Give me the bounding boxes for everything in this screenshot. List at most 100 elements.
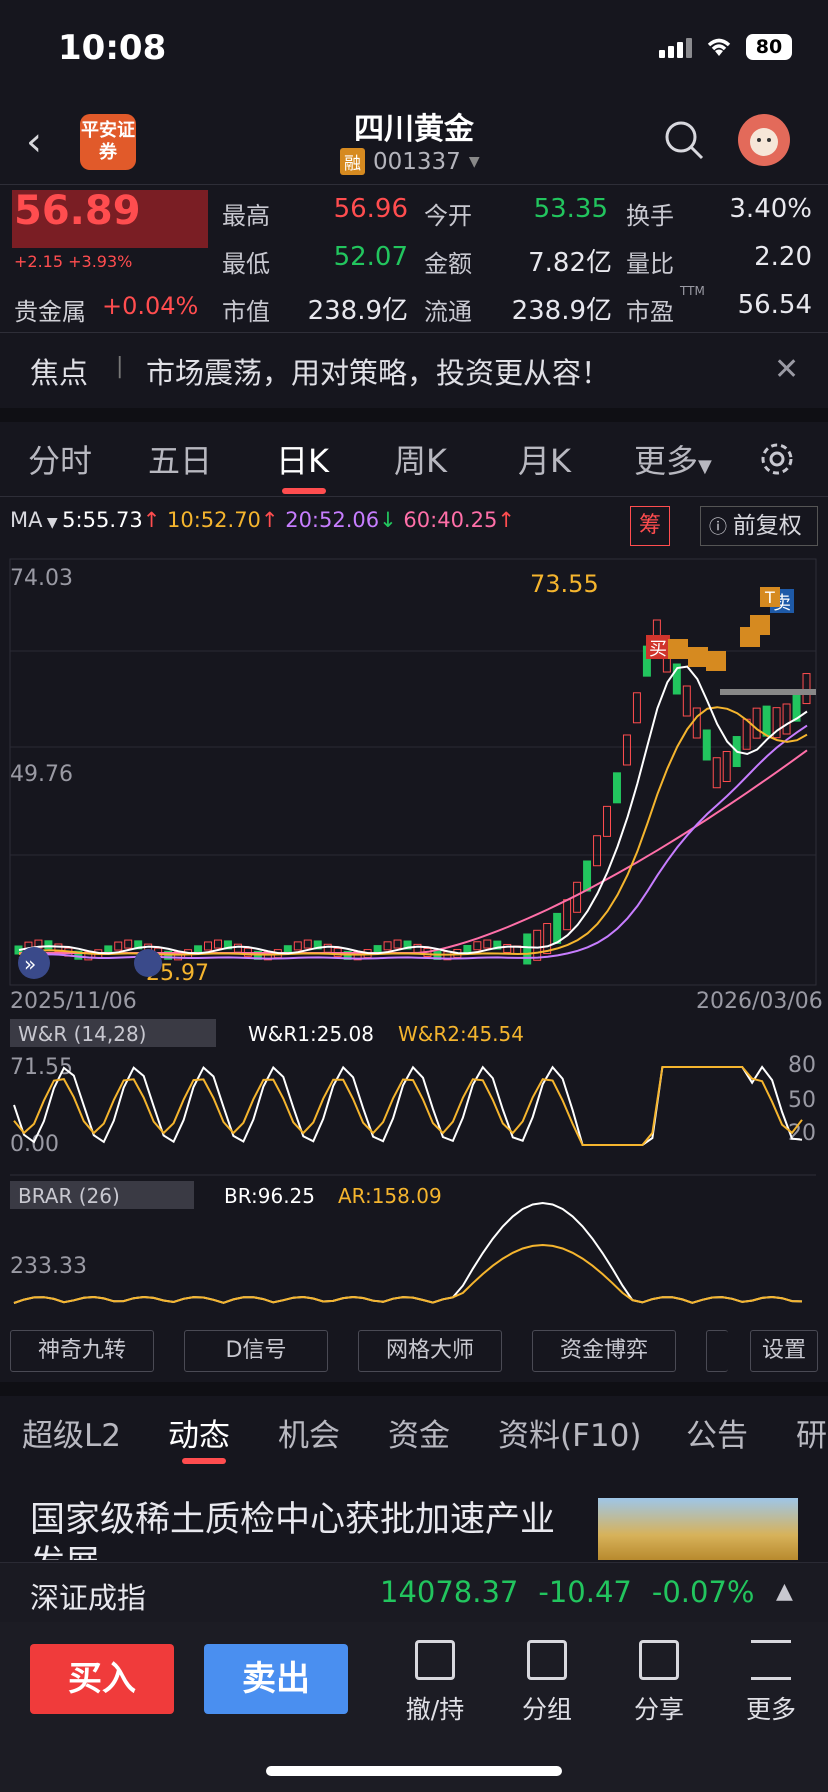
candle <box>413 943 422 953</box>
tab-daily-k[interactable]: 日K <box>276 442 329 480</box>
expand-icon[interactable] <box>134 949 162 977</box>
candle <box>622 734 631 766</box>
tab-five-day[interactable]: 五日 <box>148 442 213 480</box>
quote-label: 最低 <box>222 250 270 278</box>
buy-button[interactable]: 买入 <box>30 1644 174 1714</box>
wifi-icon <box>707 38 731 56</box>
wr1-value: W&R1:25.08 <box>248 1022 374 1046</box>
wr-selector[interactable] <box>10 1019 216 1047</box>
quote-value: 2.20 <box>754 242 812 272</box>
signal-icon <box>659 36 692 58</box>
stock-code: 001337 <box>373 148 461 175</box>
wr-y-bottom: 0.00 <box>10 1132 59 1157</box>
candle <box>722 751 731 783</box>
tab-weekly-k[interactable]: 周K <box>394 442 447 480</box>
candle <box>233 943 242 953</box>
focus-banner[interactable]: 焦点 | 市场震荡，用对策略，投资更从容！ ✕ <box>0 332 828 408</box>
quote-value: 53.35 <box>533 194 608 224</box>
ma-legend[interactable]: MA ▼ 5:55.73↑ 10:52.70↑ 20:52.06↓ 60:40.… <box>10 508 515 532</box>
sell-button[interactable]: 卖出 <box>204 1644 348 1714</box>
tab-monthly-k[interactable]: 月K <box>518 442 571 480</box>
up-arrow-icon: ↑ <box>260 508 286 532</box>
kline-chart[interactable]: 74.03 49.76 73.55 25.97 卖 买 T » 2025/11/… <box>0 555 828 1325</box>
quote-label: 市盈 <box>626 298 674 326</box>
group-button[interactable]: 分组 <box>502 1640 592 1726</box>
news-headline[interactable]: 国家级稀土质检中心获批加速产业发展 <box>30 1500 556 1560</box>
cancel-hold-button[interactable]: 撤/持 <box>390 1640 480 1726</box>
share-button[interactable]: 分享 <box>614 1640 704 1726</box>
back-icon[interactable]: ‹ <box>26 119 42 165</box>
quote-label: 流通 <box>424 298 472 326</box>
candle <box>44 940 53 950</box>
chip-distribution-button[interactable]: 筹 <box>630 506 670 546</box>
broker-logo[interactable]: 平安证券 <box>80 114 136 170</box>
close-icon[interactable]: ✕ <box>774 352 800 387</box>
scroll-left-icon[interactable] <box>18 947 50 979</box>
candle <box>383 941 392 951</box>
quote-value: 3.40% <box>729 194 812 224</box>
adjust-mode-button[interactable]: ⓘ 前复权 <box>700 506 818 546</box>
quote-panel: 56.89 +2.15 +3.93% 贵金属 +0.04% 最高 56.96 今… <box>0 186 828 332</box>
buy-signal-text: 买 <box>649 639 667 660</box>
stock-code-selector[interactable]: 融 001337 ▼ <box>340 148 480 175</box>
candle <box>583 860 592 892</box>
status-bar: 10:08 80 <box>0 0 828 100</box>
rong-badge: 融 <box>340 148 365 175</box>
share-icon <box>639 1640 679 1680</box>
chevron-down-icon: ▼ <box>468 153 480 170</box>
brar-selector[interactable] <box>10 1181 194 1209</box>
tab-opportunity[interactable]: 机会 <box>278 1418 340 1454</box>
y-axis-mid: 49.76 <box>10 762 73 787</box>
tool-grid-master[interactable]: 网格大师 <box>358 1330 502 1372</box>
home-indicator <box>266 1766 562 1776</box>
tab-funds[interactable]: 资金 <box>388 1418 450 1454</box>
index-pct: -0.07% <box>651 1575 755 1609</box>
quote-value: 238.9亿 <box>307 296 408 326</box>
br-line <box>13 1201 803 1304</box>
candle <box>533 929 542 961</box>
search-icon[interactable] <box>662 118 706 162</box>
tab-f10[interactable]: 资料(F10) <box>498 1418 642 1454</box>
tab-intraday[interactable]: 分时 <box>28 442 93 480</box>
quote-label: 最高 <box>222 202 270 230</box>
undo-icon <box>415 1640 455 1680</box>
tab-research[interactable]: 研 <box>796 1418 827 1454</box>
tab-announcements[interactable]: 公告 <box>686 1418 748 1454</box>
brar-y-label: 233.33 <box>10 1254 87 1279</box>
quote-value: 52.07 <box>333 242 408 272</box>
tool-nine-turns[interactable]: 神奇九转 <box>10 1330 154 1372</box>
tab-super-l2[interactable]: 超级L2 <box>22 1418 121 1454</box>
tab-more[interactable]: 更多▼ <box>634 442 712 480</box>
tool-settings[interactable]: 设置 <box>750 1330 818 1372</box>
tool-fund-game[interactable]: 资金博弈 <box>532 1330 676 1372</box>
candle <box>712 757 721 789</box>
tool-partial[interactable] <box>706 1330 728 1372</box>
index-ticker[interactable]: 深证成指 14078.37 -10.47 -0.07% ▲ <box>0 1562 828 1622</box>
action-label: 分组 <box>521 1695 572 1724</box>
active-tab-indicator <box>282 488 326 494</box>
candle <box>782 703 791 735</box>
quote-label: 金额 <box>424 250 472 278</box>
menu-icon <box>751 1640 791 1680</box>
avatar[interactable] <box>738 114 790 166</box>
candle <box>313 940 322 950</box>
ma5-line <box>18 665 808 955</box>
tab-news[interactable]: 动态 <box>168 1418 230 1454</box>
candle <box>393 939 402 949</box>
date-start: 2025/11/06 <box>10 989 137 1014</box>
quote-value: 56.96 <box>333 194 408 224</box>
news-thumbnail[interactable] <box>598 1498 798 1560</box>
index-name: 深证成指 <box>30 1581 147 1615</box>
up-arrow-icon: ↑ <box>497 508 515 532</box>
candle <box>692 707 701 739</box>
sector-label[interactable]: 贵金属 <box>14 298 86 326</box>
more-button[interactable]: 更多 <box>726 1640 816 1726</box>
gear-icon[interactable] <box>758 440 796 478</box>
ma-label: MA <box>10 508 43 532</box>
ma20-line <box>18 724 808 960</box>
tool-d-signal[interactable]: D信号 <box>184 1330 328 1372</box>
candle <box>473 941 482 951</box>
chevron-up-icon[interactable]: ▲ <box>776 1579 793 1604</box>
focus-title: 焦点 <box>30 356 89 390</box>
candle <box>593 835 602 867</box>
